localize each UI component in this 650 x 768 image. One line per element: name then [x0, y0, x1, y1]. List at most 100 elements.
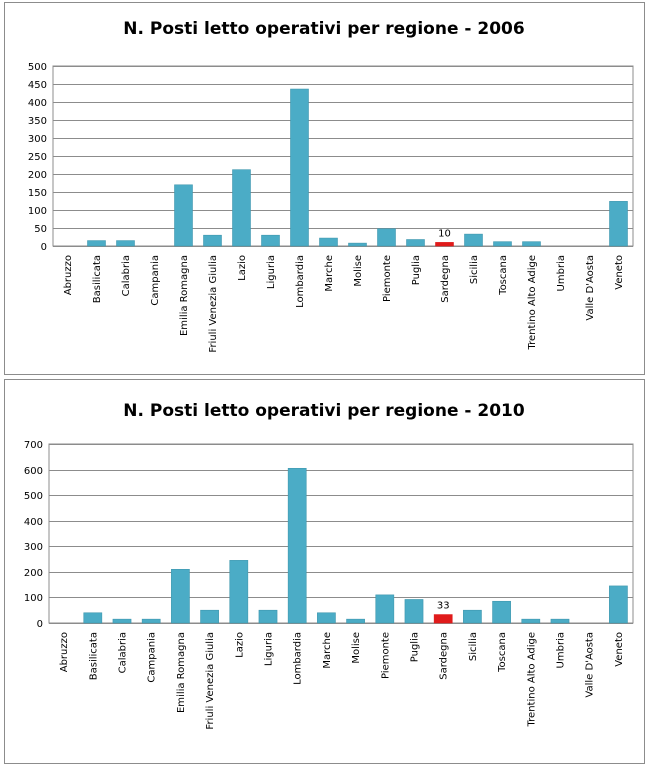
chart-2006: N. Posti letto operativi per regione - 2… [28, 19, 634, 353]
x-tick-label: Trentino Alto Adige [526, 632, 537, 727]
chart-title: N. Posti letto operativi per regione - 2… [123, 19, 524, 39]
x-tick-label: Campania [147, 632, 158, 683]
x-tick-label: Abruzzo [59, 632, 70, 672]
x-tick-label: Emilia Romagna [179, 255, 190, 336]
x-tick-label: Emilia Romagna [176, 632, 187, 713]
bar-piemonte [377, 228, 396, 247]
x-tick-label: Molise [353, 255, 364, 287]
y-tick-label: 500 [28, 62, 47, 73]
x-tick-label: Abruzzo [63, 255, 74, 295]
chart-2010: N. Posti letto operativi per regione - 2… [24, 401, 634, 730]
x-tick-label: Sardegna [439, 632, 450, 680]
bar-toscana [492, 600, 511, 624]
bar-friuli-venezia-giulia [200, 609, 219, 624]
bar-lombardia [290, 88, 309, 247]
y-tick-label: 300 [28, 134, 47, 145]
bar-campania [141, 618, 161, 624]
x-tick-label: Lombardia [295, 255, 306, 308]
bar-basilicata [87, 240, 106, 247]
bar-umbria [550, 618, 570, 624]
x-tick-label: Marche [322, 632, 333, 669]
bar-puglia [406, 239, 425, 247]
x-tick-label: Piemonte [382, 255, 393, 302]
data-label: 10 [438, 228, 451, 239]
x-tick-label: Friuli Venezia Giulia [205, 632, 216, 730]
bar-veneto [609, 201, 628, 247]
x-tick-label: Valle D'Aosta [585, 632, 596, 698]
bar-sardegna [435, 242, 454, 247]
x-tick-label: Calabria [118, 632, 129, 673]
x-tick-label: Sicilia [469, 255, 480, 284]
chart-title: N. Posti letto operativi per regione - 2… [123, 401, 525, 421]
bar-marche [317, 612, 336, 624]
x-tick-label: Molise [351, 632, 362, 664]
y-tick-label: 400 [28, 98, 47, 109]
y-tick-label: 0 [37, 619, 43, 630]
y-tick-label: 300 [24, 542, 43, 553]
chart-panel-2010: N. Posti letto operativi per regione - 2… [4, 379, 645, 764]
bar-lazio [232, 169, 251, 247]
bar-emilia-romagna [174, 184, 193, 247]
x-tick-label: Lombardia [293, 632, 304, 685]
y-tick-label: 450 [28, 80, 47, 91]
x-tick-label: Calabria [121, 255, 132, 296]
bar-piemonte [375, 594, 395, 624]
x-tick-label: Puglia [411, 255, 422, 285]
x-tick-label: Basilicata [92, 255, 103, 303]
x-tick-label: Veneto [614, 255, 625, 290]
x-tick-label: Toscana [497, 632, 508, 673]
bar-marche [319, 237, 338, 247]
y-tick-label: 250 [28, 152, 47, 163]
y-tick-label: 150 [28, 188, 47, 199]
y-tick-label: 350 [28, 116, 47, 127]
y-tick-label: 600 [24, 466, 43, 477]
bar-sardegna [433, 614, 453, 624]
bar-trentino-alto-adige [521, 618, 541, 624]
y-tick-label: 50 [34, 224, 47, 235]
x-tick-label: Veneto [614, 632, 625, 667]
y-tick-label: 100 [24, 593, 43, 604]
y-tick-label: 0 [41, 242, 47, 253]
x-tick-label: Umbria [556, 255, 567, 291]
bar-emilia-romagna [171, 569, 190, 624]
y-tick-label: 100 [28, 206, 47, 217]
x-tick-label: Liguria [266, 255, 277, 289]
x-tick-label: Puglia [410, 632, 421, 662]
y-tick-label: 700 [24, 440, 43, 451]
bar-calabria [116, 240, 135, 247]
y-tick-label: 400 [24, 517, 43, 528]
x-tick-label: Liguria [264, 632, 275, 666]
bar-basilicata [83, 612, 103, 624]
y-tick-label: 200 [28, 170, 47, 181]
bar-lombardia [287, 467, 307, 624]
x-tick-label: Friuli Venezia Giulia [208, 255, 219, 353]
x-tick-label: Piemonte [380, 632, 391, 679]
plot-area [48, 443, 634, 624]
bar-molise [348, 242, 367, 247]
x-tick-label: Marche [324, 255, 335, 292]
bar-toscana [493, 241, 512, 247]
x-tick-label: Sicilia [468, 632, 479, 661]
bar-calabria [112, 618, 132, 624]
x-tick-label: Lazio [234, 632, 245, 658]
x-tick-label: Lazio [237, 255, 248, 281]
x-tick-label: Basilicata [88, 632, 99, 680]
y-tick-label: 200 [24, 568, 43, 579]
bar-liguria [261, 234, 280, 247]
x-tick-label: Campania [150, 255, 161, 306]
bar-trentino-alto-adige [522, 241, 541, 247]
bar-puglia [404, 599, 424, 624]
bar-sicilia [464, 233, 483, 247]
x-tick-label: Valle D'Aosta [585, 255, 596, 321]
bar-sicilia [463, 609, 482, 624]
x-tick-label: Sardegna [440, 255, 451, 303]
chart-panel-2006: N. Posti letto operativi per regione - 2… [4, 2, 645, 375]
data-label: 33 [437, 601, 450, 612]
y-tick-label: 500 [24, 491, 43, 502]
bar-molise [346, 618, 365, 624]
x-tick-label: Trentino Alto Adige [527, 255, 538, 350]
x-tick-label: Toscana [498, 255, 509, 296]
bar-liguria [258, 609, 278, 624]
bar-friuli-venezia-giulia [203, 234, 222, 247]
x-tick-label: Umbria [556, 632, 567, 668]
